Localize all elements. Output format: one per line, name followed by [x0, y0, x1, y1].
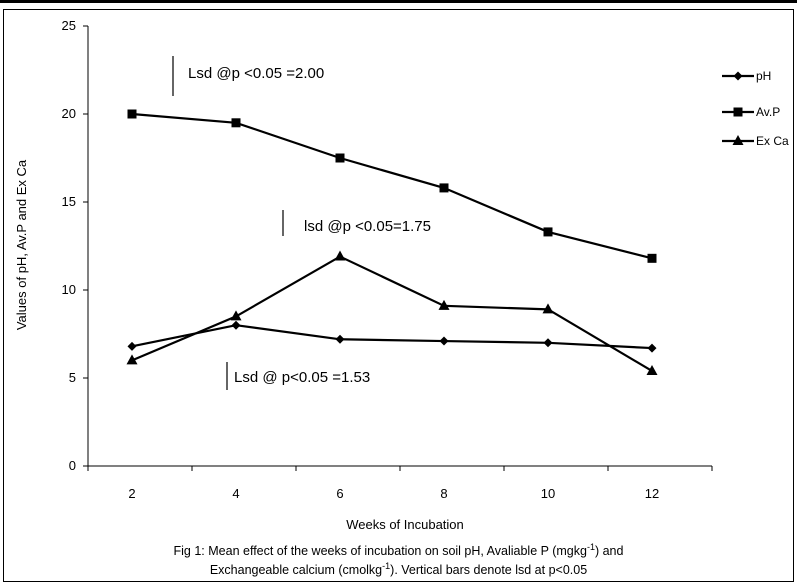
data-point-ph — [127, 341, 137, 351]
x-tick-label: 12 — [645, 486, 659, 501]
x-tick-label: 4 — [232, 486, 239, 501]
caption-line-1: Fig 1: Mean effect of the weeks of incub… — [0, 542, 797, 558]
series-line-av-p — [131, 112, 653, 260]
legend-marker — [732, 135, 744, 145]
caption-line-1-text: Fig 1: Mean effect of the weeks of incub… — [173, 544, 587, 559]
y-tick-label: 15 — [62, 194, 76, 209]
series-av-p — [127, 109, 657, 263]
y-tick-label: 25 — [62, 18, 76, 33]
legend-marker — [733, 107, 743, 117]
y-tick-label: 20 — [62, 106, 76, 121]
y-axis-label: Values of pH, Av.P and Ex Ca — [14, 159, 29, 330]
data-point-av-p — [335, 153, 345, 163]
data-point-av-p — [647, 253, 657, 263]
y-tick-label: 0 — [69, 458, 76, 473]
legend-label: Ex Ca — [756, 134, 789, 148]
data-point-ex-ca — [126, 354, 138, 365]
data-point-ph — [231, 320, 241, 330]
x-tick-label: 6 — [336, 486, 343, 501]
x-tick-label: 8 — [440, 486, 447, 501]
y-tick-label: 10 — [62, 282, 76, 297]
legend-item-ex-ca: Ex Ca — [722, 134, 789, 148]
caption-line-2-superscript: -1 — [382, 561, 391, 571]
data-point-av-p — [439, 183, 449, 193]
lsd-label: Lsd @p <0.05 =2.00 — [188, 65, 324, 82]
legend-item-ph: pH — [722, 69, 771, 83]
data-point-av-p — [231, 118, 241, 128]
caption-line-1-superscript: -1 — [586, 542, 595, 552]
legend-item-av-p: Av.P — [722, 105, 780, 119]
legend-label: Av.P — [756, 105, 780, 119]
y-tick-label: 5 — [69, 370, 76, 385]
top-rule — [0, 0, 797, 3]
series-ex-ca — [126, 250, 658, 375]
caption-line-1-end: ) and — [594, 544, 624, 559]
data-point-ph — [543, 338, 553, 348]
data-point-ph — [647, 343, 657, 353]
y-tick-labels: 0 5 10 15 20 25 — [62, 18, 76, 473]
data-point-av-p — [127, 109, 137, 119]
data-point-ex-ca — [334, 250, 346, 261]
x-axis-label: Weeks of Incubation — [346, 517, 464, 532]
data-point-ex-ca — [646, 364, 658, 375]
data-point-ph — [439, 336, 449, 346]
data-point-ex-ca — [230, 310, 242, 321]
series-layer — [126, 109, 658, 375]
data-point-av-p — [543, 227, 553, 237]
caption-line-2-end: ). Vertical bars denote lsd at p<0.05 — [390, 563, 588, 578]
lsd-label: lsd @p <0.05=1.75 — [304, 218, 431, 235]
lsd-annotations: Lsd @p <0.05 =2.00 lsd @p <0.05=1.75 Lsd @… — [172, 56, 431, 390]
x-tick-label: 10 — [541, 486, 555, 501]
x-tick-label: 2 — [128, 486, 135, 501]
data-point-ph — [335, 334, 345, 344]
legend: pH Av.P Ex Ca — [722, 69, 789, 148]
lsd-label: Lsd @ p<0.05 =1.53 — [234, 369, 370, 386]
data-point-ex-ca — [438, 299, 450, 310]
x-tick-labels: 2 4 6 8 10 12 — [128, 486, 659, 501]
caption-line-2-text: Exchangeable calcium (cmolkg — [209, 563, 383, 578]
legend-label: pH — [756, 69, 771, 83]
legend-marker — [733, 71, 743, 81]
chart-frame — [3, 9, 794, 582]
axes — [83, 25, 713, 471]
series-ph — [127, 320, 657, 353]
data-point-ex-ca — [542, 303, 554, 314]
caption-line-2: Exchangeable calcium (cmolkg-1). Vertica… — [0, 561, 797, 577]
series-line-ex-ca — [131, 255, 653, 372]
series-line-ph — [131, 324, 653, 350]
